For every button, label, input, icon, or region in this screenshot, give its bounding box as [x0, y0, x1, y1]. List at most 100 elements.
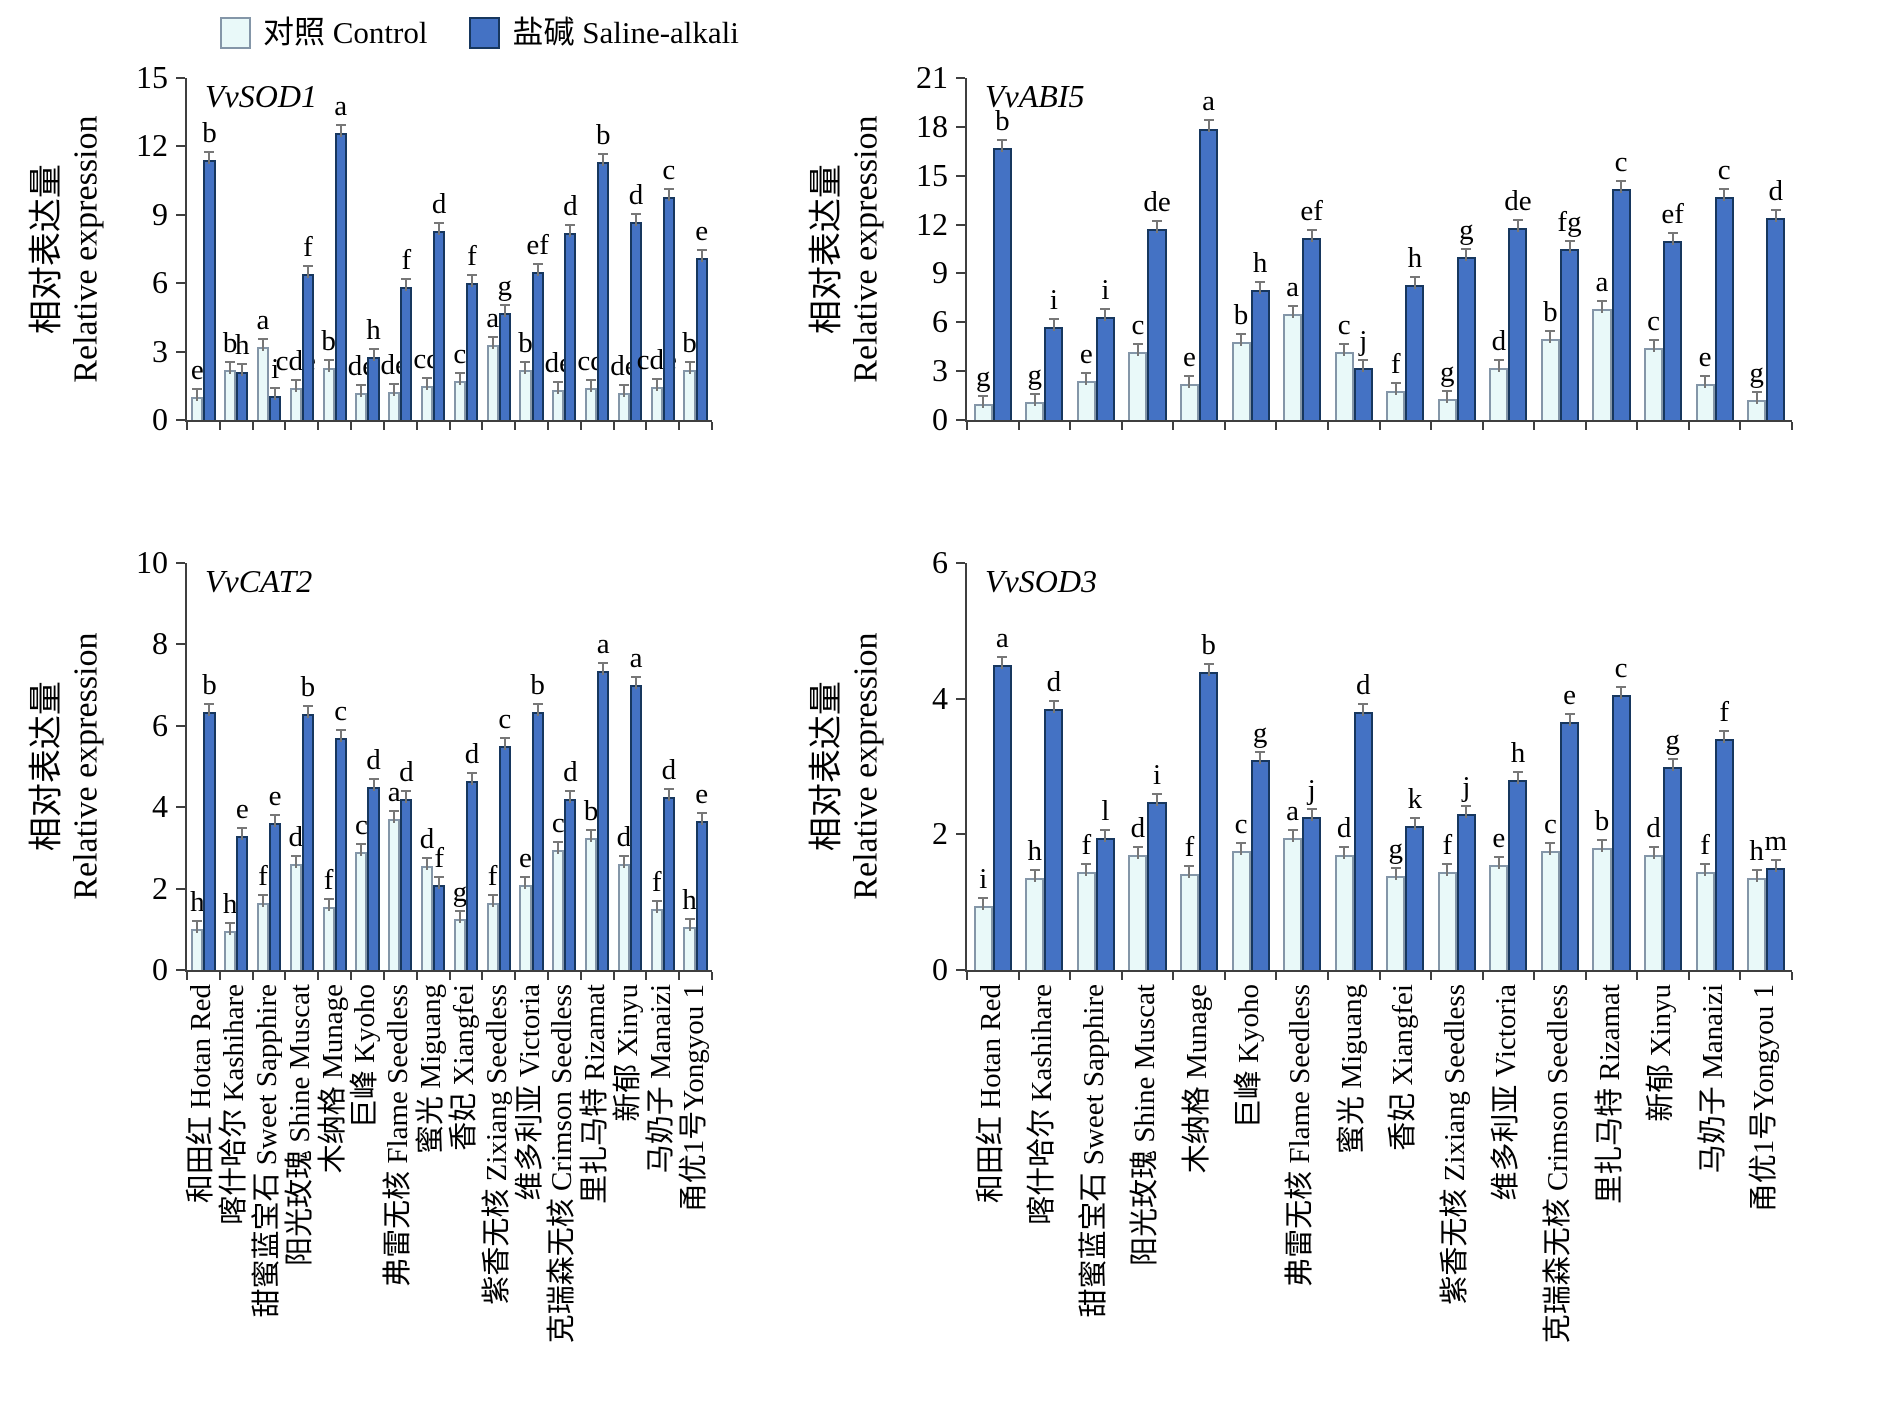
- sig-letter: de: [1504, 184, 1532, 217]
- sig-letter: c: [354, 808, 368, 841]
- y-axis-label-text: 相对表达量 Relative expression: [28, 115, 106, 383]
- error-bar: [261, 339, 264, 352]
- error-bar: [438, 222, 441, 235]
- sig-letter: b: [530, 668, 545, 701]
- x-category-label: 克瑞森无核 Crimson Seedless: [1541, 984, 1574, 1344]
- bar-saline-新郁 Xinyu: [1663, 240, 1683, 420]
- error-bar: [1136, 846, 1139, 859]
- error-bar-cap: [487, 335, 498, 338]
- error-bar: [327, 898, 330, 911]
- x-tick-mark: [579, 972, 582, 980]
- bar-saline-甬优1号Yongyou 1: [695, 258, 708, 420]
- sig-letter: c: [1131, 308, 1145, 341]
- error-bar: [1156, 221, 1158, 234]
- x-tick-mark: [1275, 422, 1278, 430]
- x-category-label: 甜蜜蓝宝石 Sweet Sapphire: [251, 984, 284, 1318]
- error-bar: [602, 662, 605, 675]
- y-tick-mark: [176, 643, 185, 646]
- error-bar: [524, 876, 527, 889]
- sig-letter: f: [1700, 828, 1710, 861]
- error-bar: [1568, 714, 1571, 727]
- error-bar: [982, 897, 985, 910]
- error-bar: [1259, 751, 1262, 764]
- error-bar-cap: [335, 123, 346, 126]
- sig-letter: f: [434, 841, 444, 874]
- sig-letter: g: [976, 360, 991, 393]
- sig-letter: j: [1359, 324, 1368, 357]
- error-bar-cap: [553, 381, 564, 384]
- error-bar: [590, 829, 593, 842]
- error-bar: [557, 382, 560, 395]
- sig-letter: i: [1101, 274, 1110, 307]
- error-bar-cap: [684, 918, 695, 921]
- y-tick-mark: [956, 419, 965, 421]
- sig-letter: f: [258, 859, 268, 892]
- bar-control-甜蜜蓝宝石 Sweet Sapphire: [1076, 871, 1096, 970]
- error-bar: [458, 373, 461, 386]
- sig-letter: g: [1749, 357, 1764, 390]
- error-bar-cap: [1255, 280, 1266, 283]
- error-bar-cap: [1184, 375, 1195, 378]
- legend-control-swatch: [220, 17, 251, 49]
- bar-saline-和田红 Hotan Red: [203, 711, 216, 970]
- y-tick-mark: [956, 833, 965, 836]
- error-bar: [241, 364, 244, 377]
- y-tick-mark: [176, 213, 185, 216]
- error-bar: [1240, 843, 1243, 856]
- x-tick-mark: [1791, 422, 1793, 430]
- error-bar: [1136, 343, 1139, 356]
- error-bar: [1343, 343, 1346, 356]
- error-bar-cap: [422, 857, 433, 860]
- error-bar-cap: [565, 224, 576, 227]
- error-bar: [557, 841, 560, 854]
- chart-title: VvCAT2: [205, 563, 313, 599]
- x-tick-mark: [645, 972, 648, 980]
- y-tick-label: 6: [932, 544, 948, 580]
- error-bar-cap: [1287, 305, 1298, 308]
- error-bar: [1446, 863, 1449, 876]
- sig-letter: i: [1049, 284, 1058, 317]
- bar-control-香妃 Xiangfei: [453, 381, 466, 420]
- error-bar: [536, 263, 539, 276]
- legend-control-label: 对照 Control: [263, 15, 428, 50]
- bar-control-克瑞森无核 Crimson Seedless: [552, 849, 565, 970]
- bar-saline-新郁 Xinyu: [629, 221, 643, 420]
- error-bar-cap: [1306, 228, 1317, 231]
- error-bar: [622, 384, 625, 397]
- y-tick-mark: [956, 562, 965, 564]
- error-bar-cap: [499, 303, 510, 306]
- error-bar-cap: [696, 812, 707, 815]
- sig-letter: d: [616, 821, 632, 854]
- sig-letter: a: [256, 304, 270, 337]
- sig-letter: f: [303, 231, 313, 264]
- error-bar-cap: [290, 855, 301, 858]
- bar-control-巨峰 Kyoho: [355, 851, 368, 970]
- error-bar-cap: [651, 899, 662, 902]
- chart-plot-VvCAT2: VvCAT2 0 2 4 6 8 10 h b h e f e d b f c c d a d d f g d f c e b c d b a d…: [136, 545, 713, 986]
- error-bar: [1652, 846, 1655, 859]
- x-category-label: 蜜光 Miguang: [1335, 984, 1368, 1154]
- error-bar: [405, 791, 408, 804]
- bar-control-巨峰 Kyoho: [1231, 851, 1251, 970]
- sig-letter: b: [202, 668, 217, 701]
- error-bar-cap: [1152, 792, 1162, 795]
- bar-saline-巨峰 Kyoho: [1250, 289, 1270, 420]
- x-tick-mark: [1223, 422, 1226, 430]
- sig-letter: d: [419, 823, 435, 856]
- error-bar-cap: [302, 265, 313, 268]
- error-bar: [1413, 818, 1416, 831]
- x-tick-mark: [1172, 972, 1175, 980]
- x-tick-mark: [645, 422, 648, 430]
- error-bar-cap: [997, 139, 1008, 142]
- y-tick-label: 4: [932, 679, 948, 716]
- sig-letter: d: [1356, 669, 1371, 702]
- x-tick-mark: [612, 422, 615, 430]
- error-bar-cap: [204, 702, 215, 705]
- x-category-label: 弗雷无核 Flame Seedless: [382, 984, 415, 1287]
- sig-letter: a: [995, 621, 1009, 654]
- sig-letter: d: [399, 756, 414, 789]
- error-bar-cap: [532, 702, 543, 705]
- sig-letter: e: [190, 354, 204, 387]
- sig-letter: fg: [1557, 206, 1582, 238]
- error-bar-cap: [1409, 275, 1420, 278]
